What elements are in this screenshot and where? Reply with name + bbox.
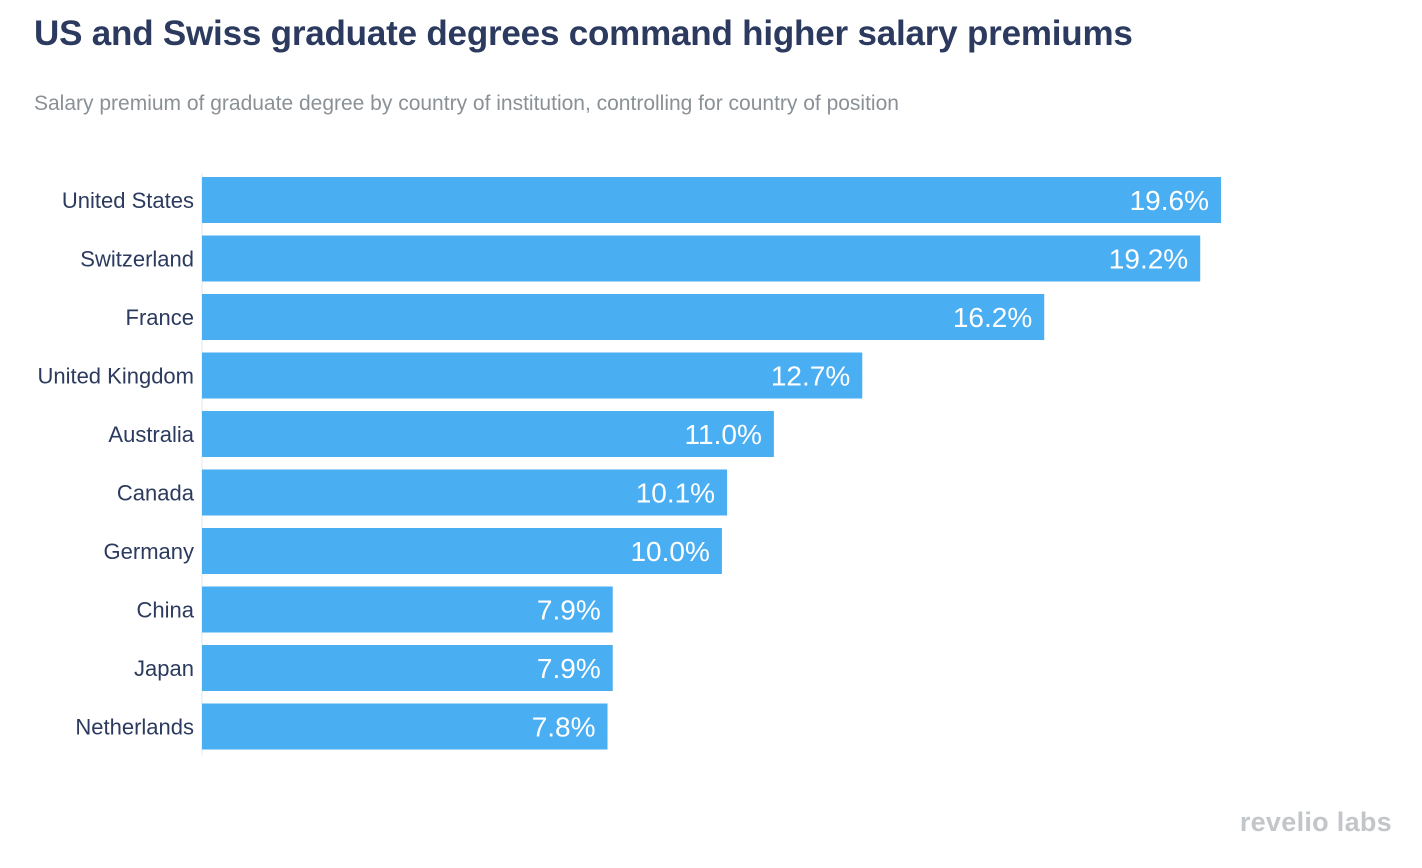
- chart-subtitle: Salary premium of graduate degree by cou…: [34, 92, 899, 115]
- data-label: 7.9%: [537, 595, 601, 626]
- revelio-labs-logo: revelio labs: [1239, 807, 1392, 837]
- data-label: 7.8%: [532, 712, 596, 743]
- bar: [202, 411, 774, 457]
- data-label: 19.2%: [1109, 244, 1188, 275]
- bar: [202, 294, 1045, 340]
- bar: [202, 645, 613, 691]
- bar-row: Canada 10.1%: [117, 469, 728, 516]
- data-label: 10.0%: [630, 536, 709, 567]
- bar: [202, 177, 1221, 223]
- bar-row: Australia 11.0%: [108, 411, 774, 457]
- category-label: Netherlands: [75, 715, 194, 740]
- category-label: Canada: [117, 481, 195, 506]
- data-label: 19.6%: [1130, 185, 1209, 216]
- category-label: United States: [62, 188, 194, 213]
- category-label: France: [126, 305, 194, 330]
- bar-row: Germany 10.0%: [104, 528, 722, 574]
- data-label: 16.2%: [953, 302, 1032, 333]
- chart-title: US and Swiss graduate degrees command hi…: [34, 14, 1133, 53]
- data-label: 7.9%: [537, 653, 601, 684]
- category-label: Japan: [134, 656, 194, 681]
- bar-row: United States 19.6%: [62, 177, 1221, 223]
- bar-row: France 16.2%: [126, 294, 1045, 340]
- data-label: 12.7%: [771, 361, 850, 392]
- bar: [202, 235, 1201, 282]
- bar: [202, 469, 728, 516]
- bar-row: Netherlands 7.8%: [75, 703, 608, 750]
- bar: [202, 703, 608, 750]
- bar: [202, 528, 722, 574]
- data-label: 11.0%: [685, 419, 762, 450]
- bar: [202, 352, 863, 399]
- category-label: Germany: [104, 539, 194, 564]
- category-label: Switzerland: [80, 247, 194, 272]
- category-label: China: [137, 598, 195, 623]
- bar-row: China 7.9%: [137, 586, 613, 633]
- category-label: Australia: [108, 422, 194, 447]
- data-label: 10.1%: [636, 478, 715, 509]
- bar: [202, 586, 613, 633]
- category-label: United Kingdom: [37, 364, 194, 389]
- bar-row: United Kingdom 12.7%: [37, 352, 863, 399]
- bar-row: Japan 7.9%: [134, 645, 613, 691]
- bar-row: Switzerland 19.2%: [80, 235, 1201, 282]
